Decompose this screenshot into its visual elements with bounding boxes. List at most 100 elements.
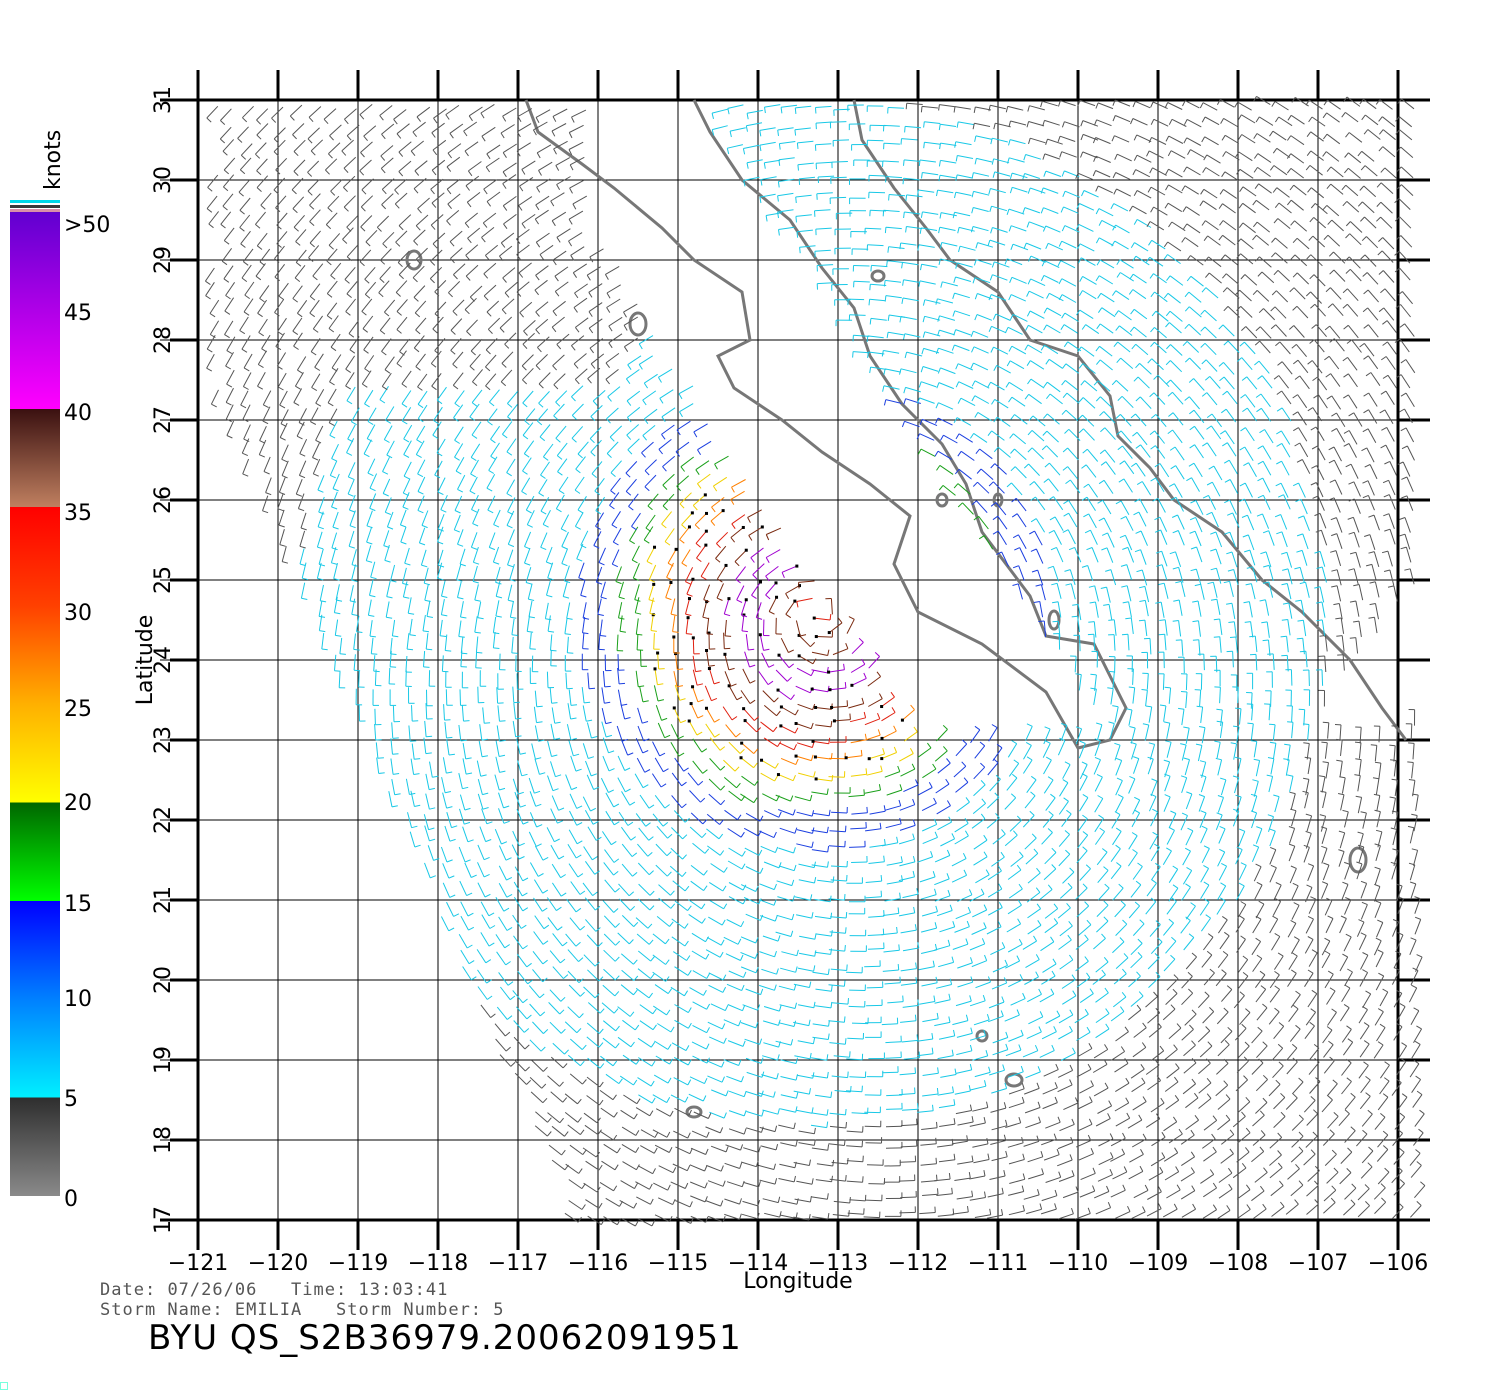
wind-barb <box>705 1200 721 1207</box>
wind-barb <box>1308 669 1310 687</box>
wind-barb <box>1404 534 1411 550</box>
wind-barb-feather <box>1210 567 1217 571</box>
wind-barb <box>653 685 659 702</box>
wind-barb <box>723 759 736 772</box>
wind-barb-feather <box>700 575 707 580</box>
wind-barb-feather <box>557 471 563 476</box>
wind-barb <box>1097 1174 1113 1182</box>
wind-barb-feather <box>580 544 587 549</box>
wind-barb-feather <box>998 883 1003 890</box>
wind-barb <box>1166 901 1177 915</box>
wind-barb <box>815 1094 831 1098</box>
wind-barb <box>765 549 781 558</box>
wind-barb <box>1273 884 1282 900</box>
wind-barb <box>1041 1031 1057 1040</box>
wind-barb <box>1239 1012 1251 1025</box>
wind-barb <box>706 936 722 946</box>
wind-barb <box>989 1069 1005 1076</box>
wind-barb-feather <box>558 855 565 860</box>
wind-barb <box>1201 727 1206 744</box>
wind-barb <box>714 455 729 465</box>
wind-barb <box>1183 1062 1197 1074</box>
wind-barb-feather <box>1063 499 1069 505</box>
wind-barb <box>692 655 696 672</box>
wind-barb <box>562 580 568 597</box>
wind-barb <box>951 858 967 867</box>
wind-barb-feather <box>672 1198 676 1205</box>
wind-barb-feather <box>507 981 514 986</box>
wind-barb-feather <box>684 940 689 947</box>
wind-barb <box>973 432 988 443</box>
wind-barb-feather <box>527 630 534 633</box>
wind-barb <box>583 1112 598 1124</box>
wind-barb-feather <box>1123 1166 1128 1173</box>
wind-barb-feather <box>648 836 654 841</box>
wind-barb <box>992 1049 1008 1056</box>
wind-barb <box>517 760 523 776</box>
wind-barb-feather <box>1364 1184 1370 1190</box>
wind-barb-feather <box>845 912 848 919</box>
wind-barb-feather <box>1038 620 1045 622</box>
wind-barb-feather <box>1039 1203 1043 1210</box>
wind-barb-feather <box>1126 1112 1131 1119</box>
wind-barb-feather <box>477 617 484 620</box>
wind-barb-feather <box>1105 569 1112 572</box>
wind-barb-feather <box>826 788 829 795</box>
wind-barb <box>919 876 936 883</box>
wind-barb <box>817 879 834 883</box>
wind-barb-feather <box>891 707 896 713</box>
wind-barb-feather <box>678 735 684 740</box>
wind-barb <box>1389 569 1395 586</box>
wind-barb-feather <box>440 509 447 513</box>
wind-barb-feather <box>1017 899 1022 906</box>
wind-barb <box>1058 834 1070 847</box>
wind-barb-feather <box>1216 720 1223 723</box>
wind-barb-feather <box>1307 936 1314 940</box>
wind-barb <box>1166 830 1175 845</box>
wind-barb <box>662 473 675 486</box>
wind-barb-feather <box>1263 1167 1268 1173</box>
wind-barb-feather <box>1330 550 1337 553</box>
wind-barb-feather <box>317 526 324 530</box>
wind-barb <box>347 462 356 478</box>
wind-barb <box>954 1090 971 1095</box>
wind-barb <box>1232 651 1234 668</box>
island-outline <box>935 492 949 508</box>
wind-barb <box>1075 728 1083 745</box>
wind-barb-feather <box>469 490 476 495</box>
wind-barb <box>1150 1050 1165 1061</box>
wind-barb-feather <box>616 1219 621 1225</box>
wind-barb-feather <box>740 954 744 961</box>
wind-barb <box>1343 936 1352 952</box>
wind-barb-feather <box>1103 916 1109 922</box>
wind-barb-feather <box>482 807 489 810</box>
wind-barb <box>1361 1150 1374 1164</box>
wind-barb-feather <box>331 562 338 565</box>
wind-barb-feather <box>317 546 324 550</box>
wind-barb-feather <box>1042 430 1048 436</box>
wind-barb <box>423 650 426 667</box>
wind-barb <box>425 703 428 720</box>
wind-barb-feather <box>953 1029 956 1036</box>
wind-barb <box>1068 428 1081 441</box>
wind-barb <box>679 526 690 540</box>
rain-flag <box>850 683 854 687</box>
wind-barb <box>513 703 516 720</box>
wind-barb <box>603 968 616 981</box>
wind-barb <box>881 1023 898 1026</box>
wind-barb-feather <box>974 725 981 731</box>
wind-barb-feather <box>610 490 616 495</box>
wind-barb <box>495 756 500 773</box>
wind-barb-feather <box>1055 1063 1059 1070</box>
wind-barb-feather <box>1039 1011 1044 1018</box>
wind-barb-feather <box>386 616 393 619</box>
wind-barb-feather <box>1159 619 1166 621</box>
colorbar-tick-label: 45 <box>64 301 92 326</box>
wind-barb-feather <box>1260 551 1267 555</box>
wind-barb-feather <box>547 577 554 581</box>
wind-barb-feather <box>654 1132 659 1138</box>
wind-barb <box>936 805 951 815</box>
wind-barb-feather <box>281 475 288 479</box>
wind-barb <box>424 720 427 737</box>
wind-barb-feather <box>1236 846 1243 851</box>
